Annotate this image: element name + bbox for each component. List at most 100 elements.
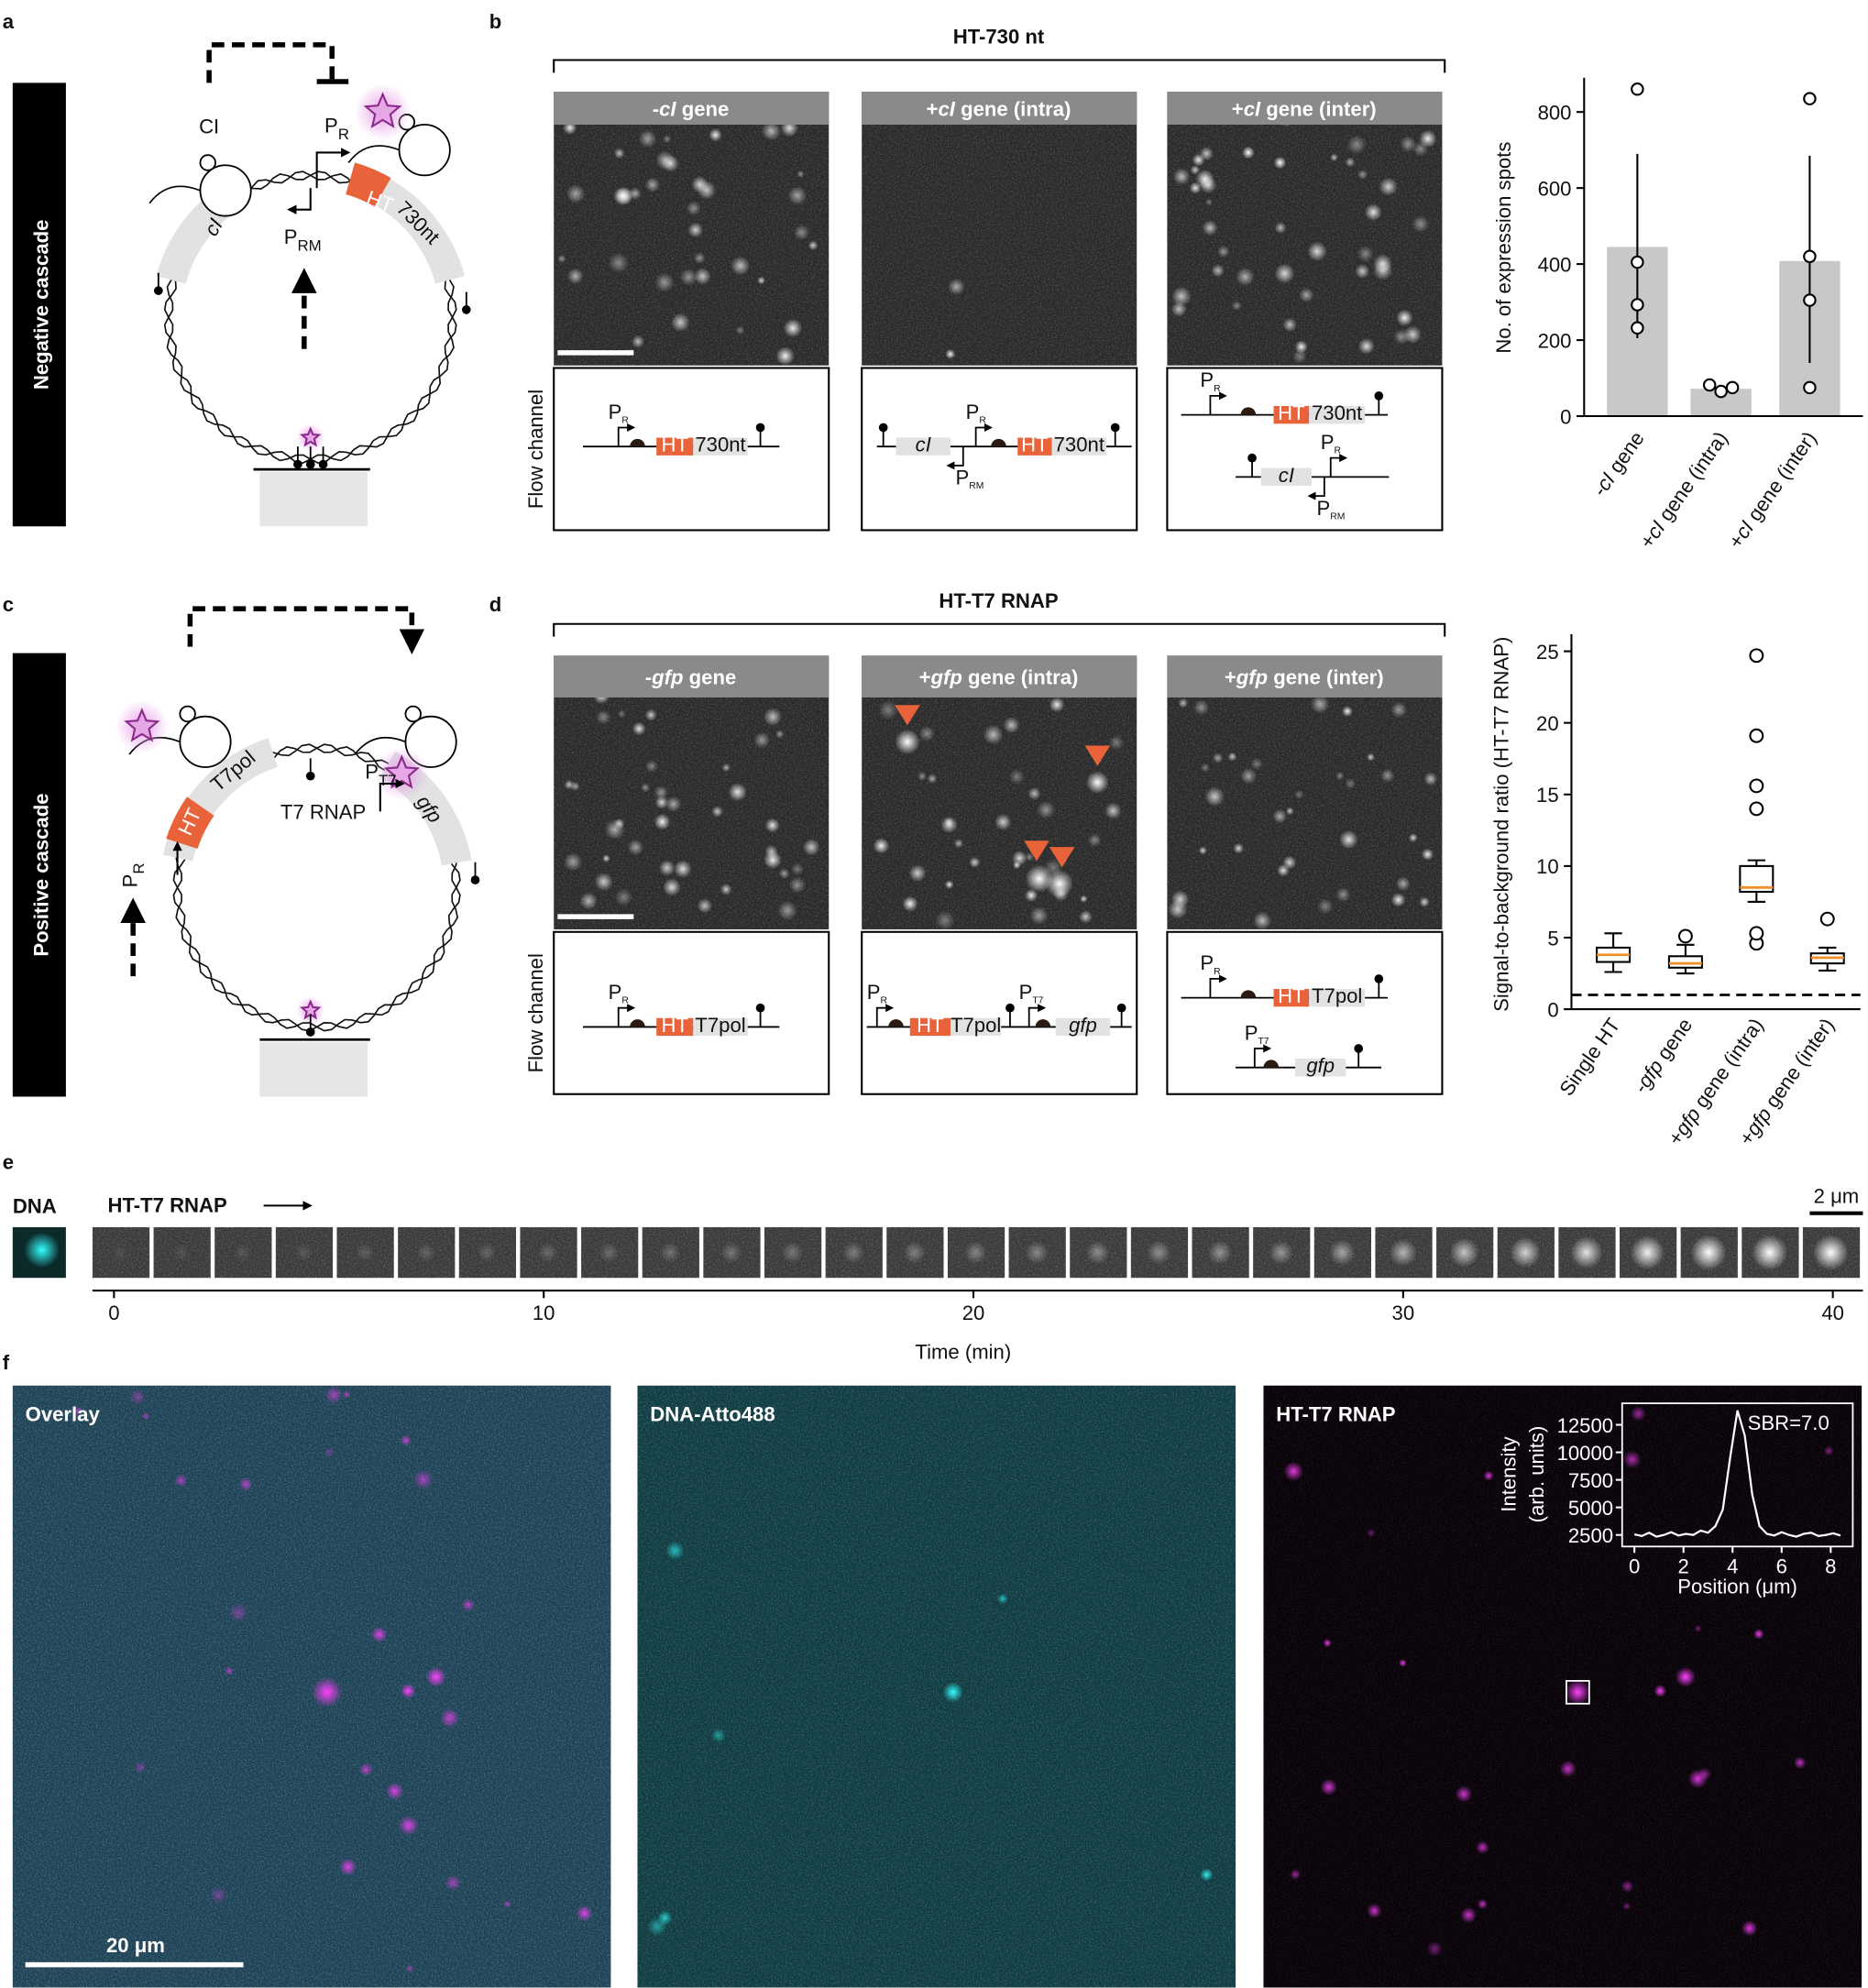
fluorescent-spot <box>1419 129 1437 148</box>
fluorescent-spot <box>735 325 745 335</box>
fluorescent-spot <box>1274 263 1295 284</box>
fluorescent-spot <box>927 774 938 785</box>
fluorescent-spot <box>710 1728 726 1743</box>
fluorescent-spot <box>674 860 692 878</box>
fluorescent-spot <box>1003 716 1020 734</box>
fluorescent-spot <box>761 121 781 141</box>
x-tick-label: 2 <box>1678 1554 1689 1577</box>
protein <box>179 715 232 768</box>
protein-tail <box>347 145 400 163</box>
fluorescent-spot <box>665 1541 685 1561</box>
frame-spot <box>1329 1239 1356 1266</box>
bright-spot <box>1085 771 1109 795</box>
fluorescent-spot <box>1236 267 1255 287</box>
italic-term: gfp <box>930 665 962 688</box>
fluorescent-spot <box>720 883 732 895</box>
gene-arc <box>370 176 466 285</box>
fluorescent-spot <box>1345 777 1357 790</box>
terminator-head <box>1110 423 1120 433</box>
data-point <box>1714 384 1728 399</box>
label-main: P <box>1200 951 1214 974</box>
ribosome-binding-site <box>1035 1019 1051 1027</box>
fluorescent-spot <box>1108 734 1125 751</box>
fluorescent-spot <box>1400 136 1417 153</box>
fluorescent-spot <box>566 184 586 203</box>
gene-box <box>693 1017 748 1037</box>
fluorescent-spot <box>665 796 682 812</box>
tether-dot <box>305 459 315 469</box>
fluorescent-spot <box>129 1389 146 1405</box>
halotag-arc <box>166 796 214 850</box>
frame-spot <box>1570 1236 1603 1269</box>
fluorescent-spot <box>1272 808 1288 824</box>
fluorescent-spot <box>142 1411 150 1421</box>
label: CI <box>199 115 219 138</box>
construct-box <box>861 930 1138 1095</box>
fluorescent-spot <box>579 892 598 910</box>
dna-fluorophore <box>299 426 322 447</box>
highlight-box <box>1566 1679 1590 1705</box>
y-tick-label: 800 <box>1538 101 1572 124</box>
frame-spot <box>1207 1240 1233 1265</box>
fluorescent-spot <box>654 813 671 830</box>
image-header <box>554 655 830 697</box>
panel-title: HT-T7 RNAP <box>939 589 1058 612</box>
fluorescent-spot <box>1395 876 1411 892</box>
fluorescent-spot <box>631 335 645 348</box>
image-title: +cI gene (inter) <box>1232 97 1377 120</box>
axis-title: (arb. units) <box>1525 1426 1548 1523</box>
fluorescent-spot <box>878 700 898 720</box>
y-tick-label: 10 <box>1536 855 1559 878</box>
arrowhead-marker <box>895 705 920 726</box>
frame-spot <box>964 1241 987 1264</box>
label-subscript: T7 <box>1032 996 1043 1006</box>
label-subscript: R <box>621 996 628 1006</box>
data-point <box>1631 298 1644 312</box>
fluorescent-spot <box>663 878 681 896</box>
frame-spot <box>416 1243 435 1262</box>
fluorescent-spot <box>1335 771 1345 781</box>
fluorescent-spot <box>1190 164 1201 175</box>
y-tick-label: 5000 <box>1568 1497 1613 1520</box>
fluorescent-spot <box>645 760 658 773</box>
fluorescent-spot <box>775 346 795 366</box>
fluorescent-spot <box>1316 897 1334 915</box>
fluorescent-spot <box>1460 1906 1477 1924</box>
ribosome-binding-site <box>888 1019 904 1027</box>
promoter-arrow <box>974 423 994 447</box>
fluorescent-spot <box>655 150 675 170</box>
fluorescent-spot <box>1079 909 1093 924</box>
fluorescent-spot <box>1204 198 1214 206</box>
terminator-head <box>1116 1003 1126 1013</box>
axis-title: No. of expression spots <box>1492 142 1515 354</box>
label-subscript: T7 <box>379 772 397 789</box>
fluorescent-spot <box>1419 896 1430 907</box>
gene-label: HT <box>917 1014 943 1037</box>
bright-spot <box>895 729 920 755</box>
tether-dot <box>470 875 480 884</box>
x-tick-label: 4 <box>1727 1554 1738 1577</box>
fluorescent-spot <box>778 868 790 879</box>
fluorescent-spot <box>663 134 672 144</box>
image-title: +gfp gene (intra) <box>919 665 1079 688</box>
image-title: -gfp gene <box>645 665 737 688</box>
italic-term: cI <box>916 434 931 456</box>
italic-term: gfp <box>1632 1056 1667 1093</box>
fluorescent-spot <box>1204 786 1225 807</box>
fluorescent-spot <box>790 862 804 876</box>
fluorescent-spot <box>764 851 782 870</box>
fluorescent-spot <box>358 1763 374 1777</box>
fluorescent-spot <box>604 818 625 840</box>
outlier <box>1749 648 1764 664</box>
promoter-arrow <box>1209 974 1227 998</box>
ribosome-binding-site <box>1240 990 1257 998</box>
italic-term: cI <box>938 97 955 120</box>
fluorescent-spot <box>1335 886 1351 902</box>
fluorescent-spot <box>709 127 722 142</box>
fluorescent-spot <box>627 839 644 856</box>
fluorescent-spot <box>1631 1406 1646 1422</box>
fluorescent-spot <box>1742 1920 1758 1937</box>
frame-spot <box>1630 1235 1665 1270</box>
data-point <box>1803 92 1817 105</box>
fluorescent-spot <box>1299 287 1314 302</box>
